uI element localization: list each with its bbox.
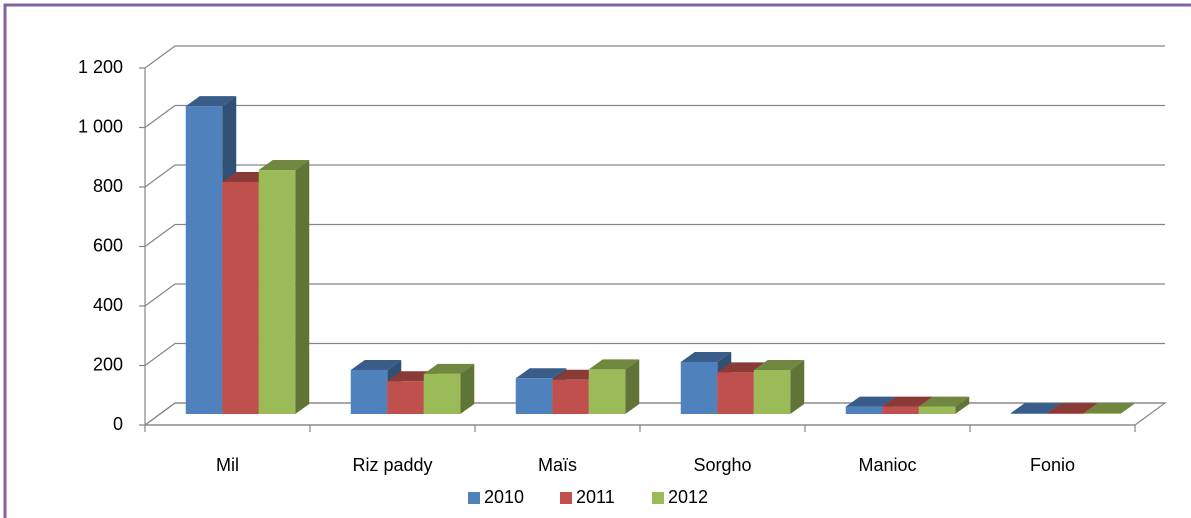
bar-top — [258, 160, 310, 171]
y-tick-label: 1 000 — [78, 116, 123, 136]
bar-front — [882, 406, 919, 414]
bar-front — [515, 378, 553, 414]
grid-line — [144, 283, 1165, 307]
bar-front — [918, 406, 956, 414]
bar-front — [1010, 413, 1048, 414]
bar-top — [185, 96, 237, 107]
bar — [918, 396, 970, 414]
bar-front — [680, 361, 718, 414]
legend-swatch — [652, 492, 664, 504]
bar-top — [350, 359, 402, 370]
bar — [258, 160, 310, 414]
y-tick-label: 400 — [93, 295, 123, 315]
bar-top — [423, 363, 475, 374]
bar-front — [387, 381, 424, 414]
bar-front — [185, 106, 223, 415]
y-tick-label: 0 — [113, 414, 123, 434]
bar — [423, 363, 475, 414]
x-tick-label: Maïs — [538, 455, 577, 475]
bar-front — [717, 372, 754, 414]
bar-top — [1083, 403, 1135, 414]
bar-top — [1047, 403, 1098, 414]
bar-front — [552, 379, 589, 414]
legend-label: 2011 — [576, 487, 615, 507]
legend-label: 2010 — [484, 487, 524, 507]
bar — [1083, 403, 1135, 414]
grid-line — [144, 342, 1165, 366]
legend-swatch — [560, 492, 572, 504]
grid-line — [144, 164, 1165, 188]
bar-side — [295, 160, 310, 414]
bar-top — [882, 396, 933, 407]
bar-side — [625, 359, 640, 414]
bar-front — [588, 369, 626, 414]
bar-side — [460, 363, 475, 414]
x-tick-label: Fonio — [1030, 455, 1075, 475]
grid-line — [144, 104, 1165, 128]
bar-front — [753, 369, 791, 414]
bar-top — [680, 351, 732, 362]
bar-side — [1120, 403, 1135, 414]
x-tick-label: Sorgho — [693, 455, 751, 475]
bar — [753, 359, 805, 414]
x-tick-label: Manioc — [858, 455, 916, 475]
x-tick-label: Riz paddy — [352, 455, 432, 475]
grid-line — [144, 402, 1165, 426]
bar-front — [350, 369, 388, 414]
bar-top — [753, 359, 805, 370]
y-tick-label: 200 — [93, 354, 123, 374]
x-tick-label: Mil — [216, 455, 239, 475]
grid-line — [144, 45, 1165, 69]
legend-swatch — [468, 492, 480, 504]
y-tick-label: 600 — [93, 235, 123, 255]
grid-line — [144, 223, 1165, 247]
legend-label: 2012 — [668, 487, 708, 507]
bar-front — [1047, 413, 1084, 414]
bar-front — [1083, 413, 1121, 414]
bar-top — [515, 368, 567, 379]
y-tick-label: 1 200 — [78, 57, 123, 77]
bar-side — [790, 359, 805, 414]
bar-side — [955, 396, 970, 414]
bar-top — [918, 396, 970, 407]
y-tick-label: 800 — [93, 176, 123, 196]
bar-top — [1010, 403, 1062, 414]
bar-front — [845, 406, 883, 414]
bar-front — [222, 181, 259, 414]
bar — [588, 359, 640, 414]
bar-top — [588, 359, 640, 370]
bar-top — [845, 396, 897, 407]
frame — [3, 3, 1191, 518]
bar-front — [258, 170, 296, 414]
bar-front — [423, 373, 461, 414]
